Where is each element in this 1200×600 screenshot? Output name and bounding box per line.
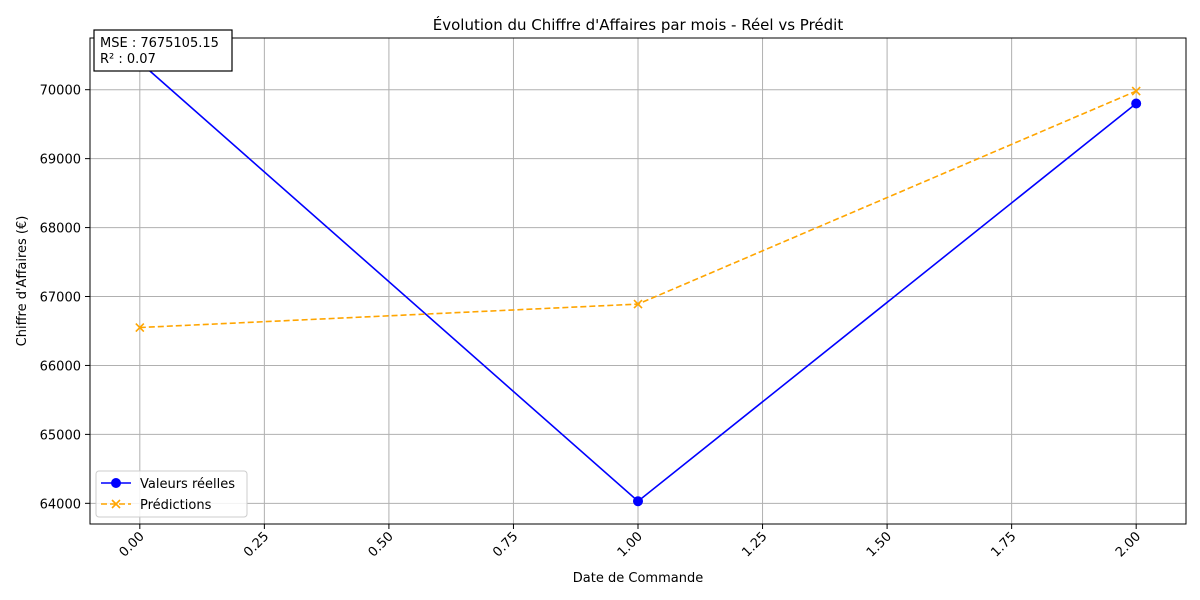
x-tick-label: 2.00 bbox=[1113, 529, 1144, 560]
x-tick-label: 1.00 bbox=[615, 529, 646, 560]
x-tick-label: 0.25 bbox=[241, 529, 272, 560]
legend-label-1: Prédictions bbox=[140, 498, 212, 513]
x-axis-ticks: 0.00 0.25 0.50 0.75 1.00 1.25 1.50 1.75 2.00 bbox=[117, 524, 1144, 560]
x-tick-label: 0.00 bbox=[117, 529, 148, 560]
stats-box-frame bbox=[93, 29, 233, 72]
x-tick-label: 1.25 bbox=[739, 529, 770, 560]
mse-annotation: MSE : 7675105.15 bbox=[100, 36, 219, 51]
x-tick-label: 1.75 bbox=[988, 529, 1019, 560]
x-tick-label: 0.75 bbox=[490, 529, 521, 560]
y-axis-label: Chiffre d'Affaires (€) bbox=[15, 216, 30, 347]
series-1-point bbox=[1131, 86, 1141, 96]
x-tick-label: 1.50 bbox=[864, 529, 895, 560]
y-tick-label: 70000 bbox=[40, 84, 81, 99]
grid-lines bbox=[90, 38, 1186, 524]
legend: Valeurs réelles Prédictions bbox=[95, 470, 248, 518]
r2-annotation: R² : 0.07 bbox=[100, 52, 156, 67]
y-tick-label: 68000 bbox=[40, 222, 81, 237]
legend-frame bbox=[95, 470, 248, 518]
series-0-point bbox=[1131, 98, 1142, 109]
y-axis-ticks: 64000 65000 66000 67000 68000 69000 70000 bbox=[40, 84, 90, 512]
legend-marker-0 bbox=[111, 478, 121, 488]
series-1-point bbox=[135, 322, 145, 333]
y-tick-label: 67000 bbox=[40, 291, 81, 306]
legend-label-0: Valeurs réelles bbox=[140, 477, 235, 492]
y-tick-label: 69000 bbox=[40, 153, 81, 168]
stats-box: MSE : 7675105.15 R² : 0.07 bbox=[93, 29, 233, 72]
y-tick-label: 65000 bbox=[40, 428, 81, 443]
chart-title: Évolution du Chiffre d'Affaires par mois… bbox=[433, 15, 844, 34]
series-0-point bbox=[633, 496, 643, 507]
x-axis-label: Date de Commande bbox=[573, 571, 703, 586]
y-tick-label: 66000 bbox=[40, 359, 81, 374]
series-1-point bbox=[633, 299, 643, 309]
y-tick-label: 64000 bbox=[40, 497, 81, 512]
x-tick-label: 0.50 bbox=[366, 529, 397, 560]
legend-marker-1 bbox=[111, 499, 121, 509]
